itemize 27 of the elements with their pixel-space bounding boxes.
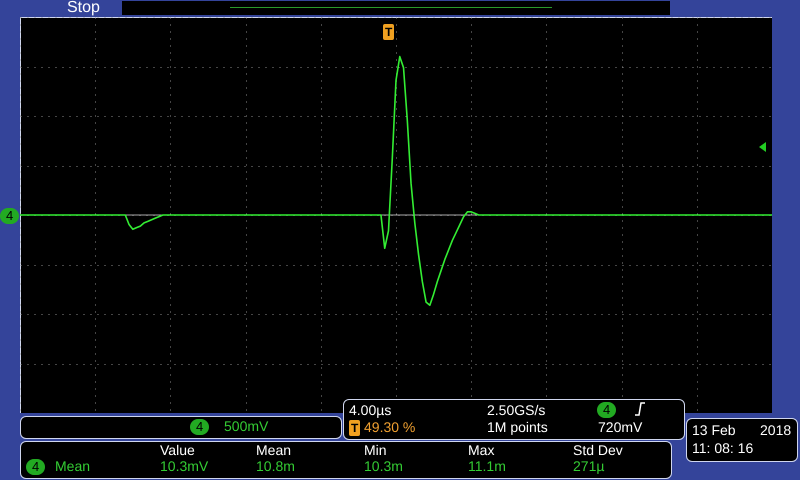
text: Max <box>468 442 494 458</box>
text: 720mV <box>598 419 642 435</box>
text: 13 Feb <box>692 422 736 438</box>
text: Min <box>364 442 387 458</box>
text: Mean <box>55 458 90 474</box>
text: 500mV <box>224 418 268 434</box>
text: 10.8m <box>256 458 295 474</box>
text: 271µ <box>573 458 604 474</box>
text: Mean <box>256 442 292 458</box>
text: 49.30 % <box>364 419 416 435</box>
text: T <box>383 24 394 40</box>
text: 4.00µs <box>349 402 392 418</box>
text: T <box>349 420 360 436</box>
text: Stop <box>67 0 100 16</box>
text: 11.1m <box>468 458 506 474</box>
text: 11: 08: 16 <box>692 440 754 456</box>
text: 4 <box>0 208 20 224</box>
text: Std Dev <box>573 442 623 458</box>
text: 10.3m <box>364 458 403 474</box>
text: Value <box>160 442 195 458</box>
text: 4 <box>597 402 616 418</box>
text: 2.50GS/s <box>487 402 546 418</box>
text: 4 <box>190 419 210 435</box>
text: 10.3mV <box>160 458 208 474</box>
text: 2018 <box>760 422 792 438</box>
text: 4 <box>26 459 46 475</box>
text: 1M points <box>487 419 548 435</box>
